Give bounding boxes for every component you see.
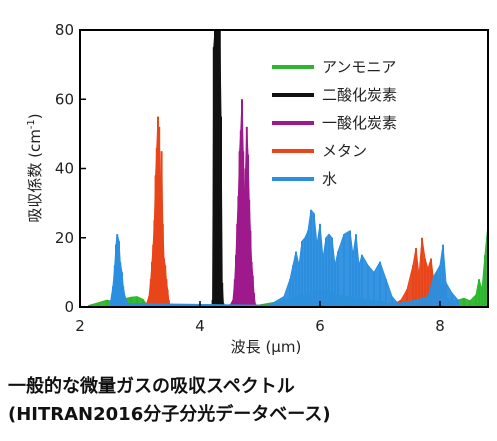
x-tick-label-0: 2 (75, 317, 85, 335)
y-tick-label-4: 80 (55, 21, 74, 39)
y-tick-label-1: 20 (55, 229, 74, 247)
series-1 (211, 30, 225, 307)
legend-swatch-3 (272, 149, 314, 153)
caption-subtitle: (HITRAN2016分子分光データベース) (8, 404, 331, 425)
y-tick-label-0: 0 (64, 298, 74, 316)
legend-label-2: 一酸化炭素 (322, 114, 397, 132)
series-layer (88, 30, 488, 307)
legend-swatch-4 (272, 177, 314, 181)
x-tick-label-2: 6 (315, 317, 325, 335)
y-axis-title-superscript: -1 (26, 119, 37, 129)
caption-title: 一般的な微量ガスの吸収スペクトル (8, 376, 295, 397)
legend-swatch-2 (272, 121, 314, 125)
legend-label-3: メタン (322, 142, 367, 160)
series-4 (109, 208, 459, 307)
x-axis-title: 波長 (µm) (231, 338, 302, 356)
series-line-4 (109, 208, 459, 307)
legend-swatch-1 (272, 93, 314, 97)
y-axis-title: 吸収係数 (cm-1) (26, 113, 44, 222)
y-axis-title-close: ) (26, 113, 44, 119)
x-tick-label-3: 8 (435, 317, 445, 335)
y-tick-label-2: 40 (55, 160, 74, 178)
legend-label-1: 二酸化炭素 (322, 86, 397, 104)
y-axis-title-main: 吸収係数 (cm (26, 129, 44, 222)
x-tick-label-1: 4 (195, 317, 205, 335)
legend-swatch-0 (272, 65, 314, 69)
series-group (88, 30, 488, 307)
legend-label-0: アンモニア (322, 58, 396, 76)
series-2 (229, 99, 257, 307)
y-tick-label-3: 60 (55, 90, 74, 108)
legend-label-4: 水 (322, 170, 337, 188)
